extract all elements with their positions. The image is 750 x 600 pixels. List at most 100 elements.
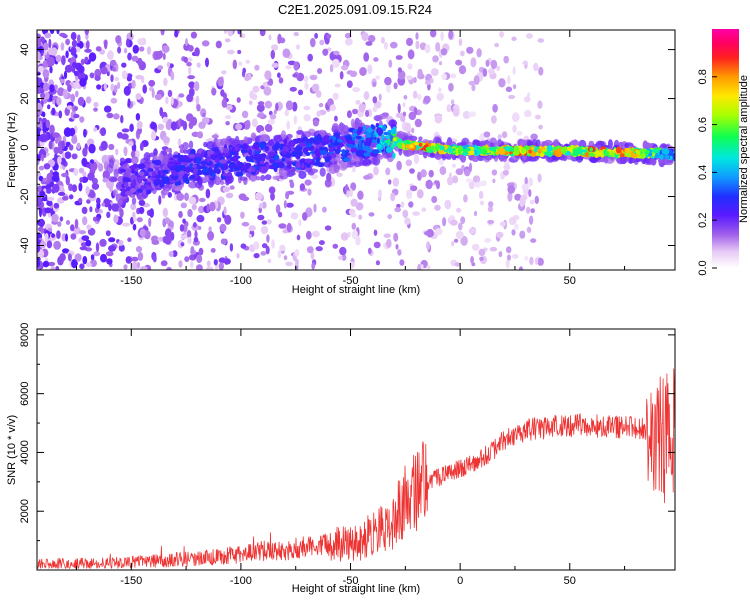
- noise-speckle: [49, 84, 55, 93]
- noise-speckle: [128, 141, 134, 147]
- noise-speckle: [91, 182, 100, 190]
- x-tick-label: -50: [343, 575, 359, 587]
- ridge-core: [181, 155, 190, 160]
- snr-x-axis-label: Height of straight line (km): [292, 583, 420, 595]
- noise-speckle: [452, 108, 460, 117]
- noise-speckle: [368, 212, 375, 217]
- noise-speckle: [196, 214, 205, 223]
- noise-speckle: [373, 166, 379, 176]
- ridge-halo: [219, 138, 230, 147]
- figure-title: C2E1.2025.091.09.15.R24: [278, 2, 432, 17]
- noise-speckle: [109, 59, 117, 67]
- noise-speckle: [162, 45, 170, 53]
- noise-speckle: [384, 76, 392, 86]
- noise-speckle: [37, 172, 41, 177]
- noise-speckle: [285, 65, 292, 70]
- ridge-core: [316, 133, 321, 140]
- y-tick-label: 20: [19, 92, 31, 104]
- ridge-core: [188, 154, 196, 159]
- noise-speckle: [299, 183, 306, 191]
- ridge-core: [589, 147, 593, 153]
- noise-speckle: [199, 197, 206, 203]
- noise-speckle: [405, 159, 413, 167]
- ridge-core: [330, 152, 337, 159]
- noise-speckle: [56, 97, 62, 106]
- ridge-core: [286, 161, 294, 165]
- ridge-core: [196, 157, 201, 165]
- ridge-core: [350, 147, 358, 153]
- noise-speckle: [248, 233, 252, 239]
- ridge-core: [268, 164, 274, 170]
- noise-speckle: [268, 186, 276, 194]
- noise-speckle: [436, 92, 444, 101]
- snr-y-axis-label: SNR (10 * v/v): [6, 415, 18, 485]
- noise-speckle: [80, 58, 85, 65]
- ridge-core: [178, 165, 186, 169]
- noise-speckle: [268, 78, 274, 86]
- noise-speckle: [103, 105, 112, 113]
- noise-speckle: [38, 65, 44, 73]
- noise-speckle: [215, 40, 222, 49]
- noise-speckle: [430, 68, 439, 77]
- noise-speckle: [220, 89, 225, 97]
- noise-speckle: [257, 101, 265, 106]
- noise-speckle: [498, 78, 506, 88]
- ridge-halo: [333, 163, 341, 174]
- noise-speckle: [420, 169, 427, 178]
- ridge-core: [196, 165, 202, 170]
- noise-speckle: [528, 177, 533, 187]
- noise-speckle: [346, 80, 353, 88]
- noise-speckle: [178, 93, 185, 98]
- noise-speckle: [196, 62, 201, 68]
- ridge-core: [267, 151, 276, 157]
- noise-speckle: [219, 223, 227, 232]
- noise-speckle: [529, 256, 534, 266]
- noise-speckle: [211, 87, 217, 96]
- noise-speckle: [458, 38, 463, 46]
- noise-speckle: [534, 195, 539, 205]
- noise-speckle: [241, 110, 249, 119]
- ridge-core: [342, 149, 346, 156]
- noise-speckle: [51, 213, 59, 223]
- noise-speckle: [229, 185, 235, 190]
- ridge-core: [572, 149, 580, 157]
- ridge-core: [328, 146, 334, 153]
- noise-speckle: [207, 231, 215, 241]
- ridge-core: [137, 176, 143, 184]
- ridge-core: [231, 146, 235, 152]
- ridge-core: [245, 155, 250, 162]
- ridge-halo: [408, 149, 413, 156]
- noise-speckle: [452, 175, 459, 184]
- noise-speckle: [313, 203, 317, 213]
- noise-speckle: [365, 41, 373, 46]
- noise-speckle: [460, 235, 468, 246]
- noise-speckle: [468, 111, 477, 118]
- noise-speckle: [470, 256, 474, 264]
- noise-speckle: [303, 105, 311, 111]
- noise-speckle: [397, 249, 402, 256]
- noise-speckle: [79, 246, 88, 251]
- ridge-core: [579, 149, 587, 153]
- noise-speckle: [363, 91, 370, 100]
- noise-speckle: [264, 100, 273, 109]
- noise-speckle: [450, 219, 458, 226]
- noise-speckle: [404, 217, 411, 225]
- noise-speckle: [115, 35, 122, 44]
- noise-speckle: [254, 64, 260, 71]
- x-tick-label: -150: [120, 275, 142, 287]
- noise-speckle: [44, 32, 52, 39]
- noise-speckle: [162, 52, 166, 61]
- noise-speckle: [103, 39, 108, 50]
- noise-speckle: [193, 222, 197, 228]
- noise-speckle: [93, 101, 99, 108]
- noise-speckle: [378, 93, 382, 101]
- noise-speckle: [121, 128, 130, 133]
- noise-speckle: [273, 109, 277, 115]
- ridge-halo: [112, 189, 118, 197]
- noise-speckle: [285, 261, 293, 267]
- noise-speckle: [253, 241, 260, 250]
- noise-speckle: [55, 54, 62, 63]
- ridge-core: [147, 181, 152, 186]
- ridge-core: [169, 165, 177, 171]
